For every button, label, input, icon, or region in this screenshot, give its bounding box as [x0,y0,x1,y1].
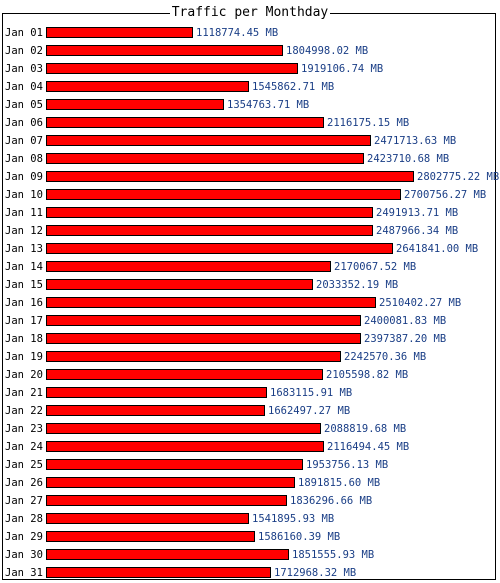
bar [46,441,324,452]
bar [46,333,361,344]
bar [46,423,321,434]
bar [46,117,324,128]
day-label: Jan 12 [5,225,43,237]
day-label: Jan 23 [5,423,43,435]
day-label: Jan 30 [5,549,43,561]
day-label: Jan 20 [5,369,43,381]
bar [46,567,271,578]
value-label: 1586160.39 MB [258,531,340,543]
bar [46,99,224,110]
day-label: Jan 06 [5,117,43,129]
day-label: Jan 26 [5,477,43,489]
day-label: Jan 09 [5,171,43,183]
value-label: 1712968.32 MB [274,567,356,579]
value-label: 1545862.71 MB [252,81,334,93]
value-label: 1683115.91 MB [270,387,352,399]
bar [46,261,331,272]
bar [46,225,373,236]
value-label: 1541895.93 MB [252,513,334,525]
day-label: Jan 07 [5,135,43,147]
day-label: Jan 31 [5,567,43,579]
day-label: Jan 14 [5,261,43,273]
bar [46,315,361,326]
day-label: Jan 02 [5,45,43,57]
day-label: Jan 08 [5,153,43,165]
bar [46,27,193,38]
value-label: 1953756.13 MB [306,459,388,471]
day-label: Jan 24 [5,441,43,453]
day-label: Jan 16 [5,297,43,309]
day-label: Jan 25 [5,459,43,471]
bar [46,405,265,416]
value-label: 1851555.93 MB [292,549,374,561]
value-label: 2170067.52 MB [334,261,416,273]
value-label: 2487966.34 MB [376,225,458,237]
value-label: 2471713.63 MB [374,135,456,147]
bar [46,369,323,380]
value-label: 1891815.60 MB [298,477,380,489]
day-label: Jan 10 [5,189,43,201]
day-label: Jan 19 [5,351,43,363]
bar [46,243,393,254]
bar [46,45,283,56]
value-label: 1118774.45 MB [196,27,278,39]
value-label: 2400081.83 MB [364,315,446,327]
bar [46,513,249,524]
bar [46,297,376,308]
value-label: 2423710.68 MB [367,153,449,165]
day-label: Jan 05 [5,99,43,111]
day-label: Jan 28 [5,513,43,525]
day-label: Jan 21 [5,387,43,399]
bar [46,495,287,506]
value-label: 2105598.82 MB [326,369,408,381]
bar [46,171,414,182]
value-label: 2491913.71 MB [376,207,458,219]
value-label: 1662497.27 MB [268,405,350,417]
day-label: Jan 18 [5,333,43,345]
bar [46,279,313,290]
day-label: Jan 01 [5,27,43,39]
day-label: Jan 29 [5,531,43,543]
value-label: 1804998.02 MB [286,45,368,57]
day-label: Jan 22 [5,405,43,417]
value-label: 1836296.66 MB [290,495,372,507]
value-label: 1354763.71 MB [227,99,309,111]
day-label: Jan 13 [5,243,43,255]
bar [46,63,298,74]
bar [46,351,341,362]
bar [46,387,267,398]
value-label: 2397387.20 MB [364,333,446,345]
day-label: Jan 11 [5,207,43,219]
day-label: Jan 03 [5,63,43,75]
bar [46,549,289,560]
bar [46,477,295,488]
value-label: 2641841.00 MB [396,243,478,255]
value-label: 2088819.68 MB [324,423,406,435]
value-label: 2116175.15 MB [327,117,409,129]
day-label: Jan 15 [5,279,43,291]
bar [46,207,373,218]
bar [46,153,364,164]
bar [46,135,371,146]
bar [46,459,303,470]
value-label: 1919106.74 MB [301,63,383,75]
value-label: 2700756.27 MB [404,189,486,201]
bar [46,81,249,92]
value-label: 2033352.19 MB [316,279,398,291]
day-label: Jan 17 [5,315,43,327]
value-label: 2242570.36 MB [344,351,426,363]
day-label: Jan 27 [5,495,43,507]
value-label: 2510402.27 MB [379,297,461,309]
value-label: 2802775.22 MB [417,171,499,183]
bar [46,189,401,200]
value-label: 2116494.45 MB [327,441,409,453]
bar [46,531,255,542]
day-label: Jan 04 [5,81,43,93]
